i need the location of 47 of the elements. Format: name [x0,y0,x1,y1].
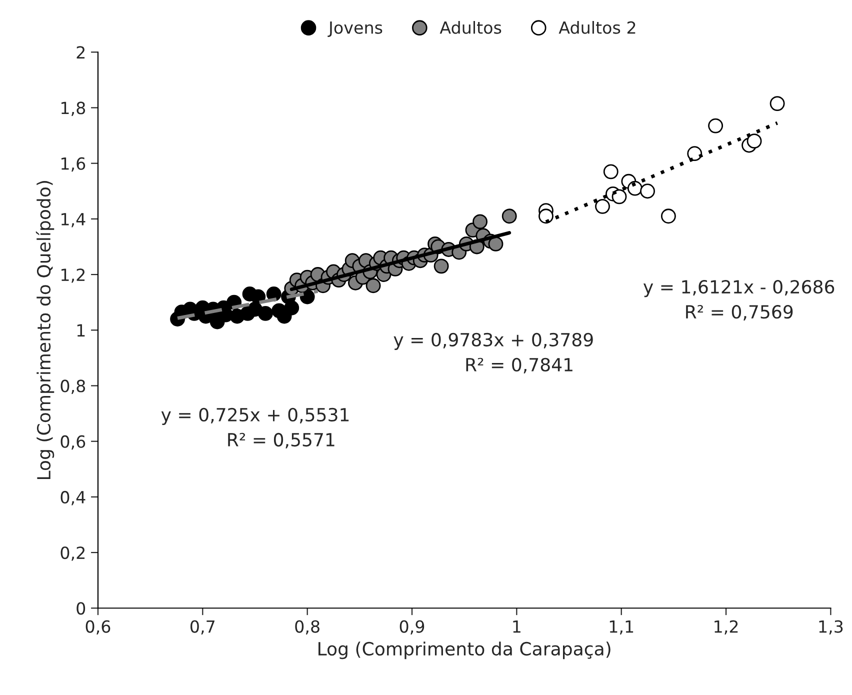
y-tick-label: 1,8 [62,102,86,116]
point [640,184,655,199]
point [488,236,504,252]
point [746,134,762,149]
annotation: y = 1,6121x - 0,2686 [643,280,834,298]
point [502,208,517,224]
y-tick-label: 0,2 [60,546,85,561]
annotation: R² = 0,5571 [228,432,334,448]
x-tick-label: 0,8 [295,620,320,635]
x-axis-title: Log (Comprimento da Carapaça) [318,642,610,660]
y-axis-title: Log (Comprimento do Quelípodo) [36,181,54,479]
point [284,300,300,316]
point [603,164,618,180]
legend-label: Adultos [440,20,502,34]
point [708,118,724,134]
x-tick-label: 1,3 [819,620,843,635]
x-tick-label: 0,7 [190,620,214,635]
y-tick-label: 1,2 [62,268,85,283]
y-tick-label: 1,6 [62,157,86,172]
point [538,208,554,224]
y-tick-label: 0,4 [60,490,86,506]
x-tick-label: 1,1 [610,620,634,635]
y-tick-label: 1,4 [62,213,86,228]
y-tick-label: 0,8 [60,380,86,394]
y-tick-label: 1 [77,324,85,336]
y-tick-label: 0,6 [60,435,86,450]
point [770,96,785,112]
x-tick-label: 0,9 [400,620,424,635]
point [472,214,488,230]
annotation: R² = 0,7569 [686,305,793,321]
x-tick-label: 1,2 [714,620,738,635]
legend-label: Adultos 2 [558,20,636,34]
point [258,306,273,321]
point [595,198,610,214]
annotation: R² = 0,7841 [466,358,572,374]
annotation: y = 0,9783x + 0,3789 [394,332,593,350]
y-tick-label: 0 [76,602,86,615]
point [612,189,627,204]
legend-label: Jovens [328,22,382,37]
point [687,146,702,162]
y-tick-label: 2 [76,46,85,58]
point [250,289,266,304]
x-tick-label: 1 [513,620,520,633]
point [434,258,449,274]
annotation: y = 0,725x + 0,5531 [161,408,349,426]
point [366,278,381,294]
point [660,208,676,224]
